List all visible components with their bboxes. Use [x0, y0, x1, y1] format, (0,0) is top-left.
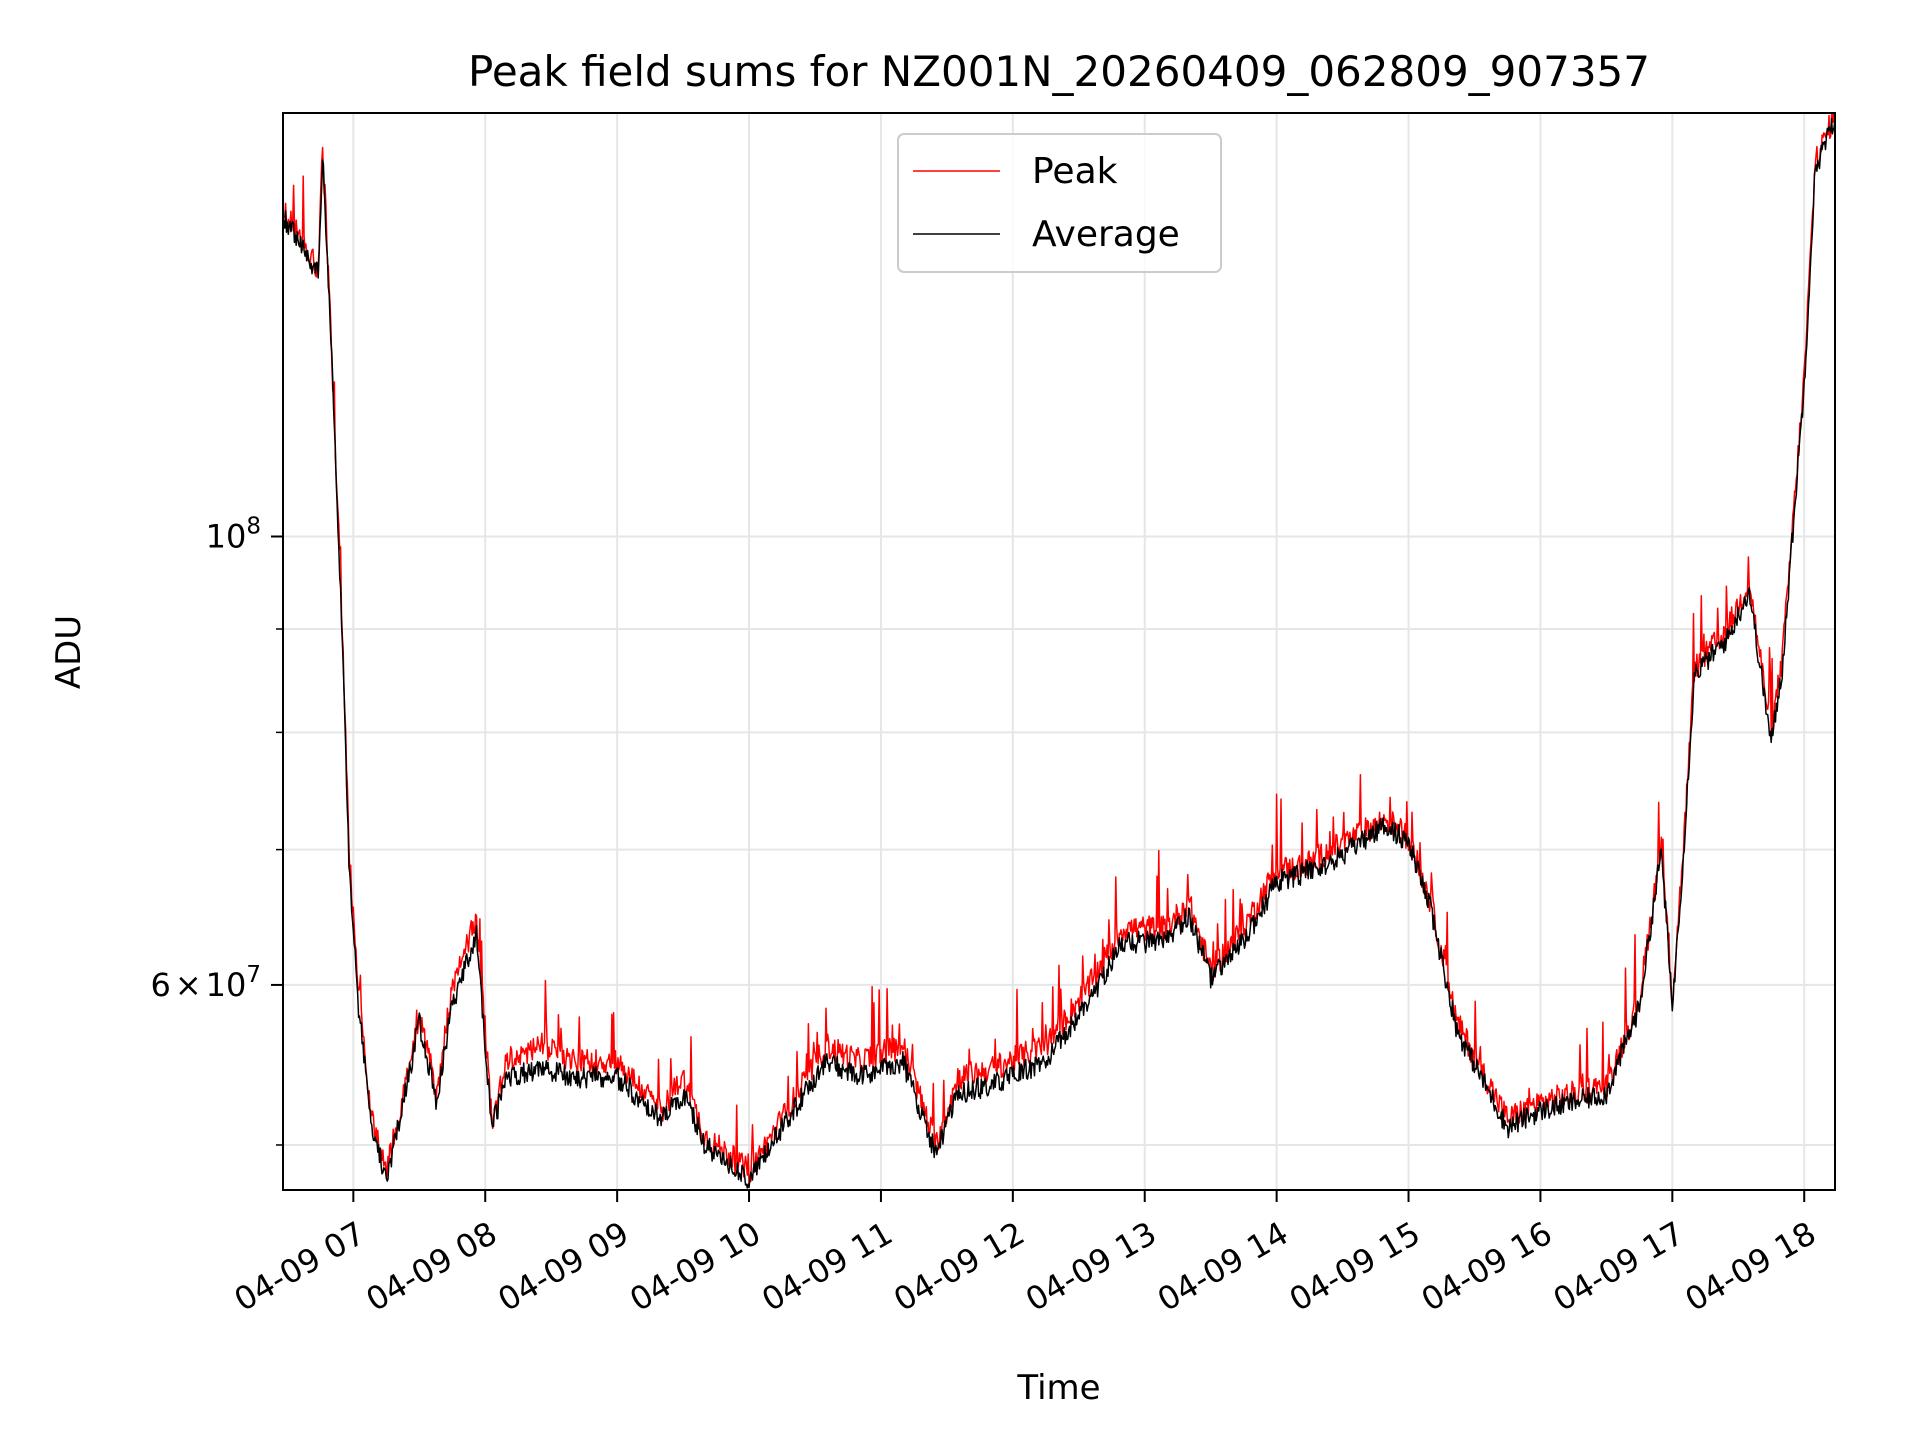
average-series-line: [282, 117, 1836, 1189]
chart-title: Peak field sums for NZ001N_20260409_0628…: [468, 47, 1650, 96]
legend-box: [897, 133, 1222, 273]
plot-series: [282, 112, 1836, 1189]
legend: Peak Average: [897, 133, 1222, 273]
y-tick-base: 10: [206, 966, 247, 1004]
plot-frame: [282, 112, 1836, 1191]
y-tick-mantissa: 6: [150, 966, 170, 1004]
y-tick-label: 6 × 107: [150, 962, 261, 1004]
legend-peak-label: Peak: [1032, 151, 1118, 192]
y-tick-base: 10: [206, 517, 247, 555]
y-tick-label: 108: [206, 513, 261, 555]
y-axis-title: ADU: [49, 615, 89, 689]
y-tick-times: ×: [175, 966, 202, 1004]
legend-average-label: Average: [1032, 214, 1180, 255]
y-tick-exponent: 7: [246, 962, 261, 988]
y-tick-exponent: 8: [246, 513, 261, 539]
x-axis-title: Time: [1016, 1368, 1100, 1408]
